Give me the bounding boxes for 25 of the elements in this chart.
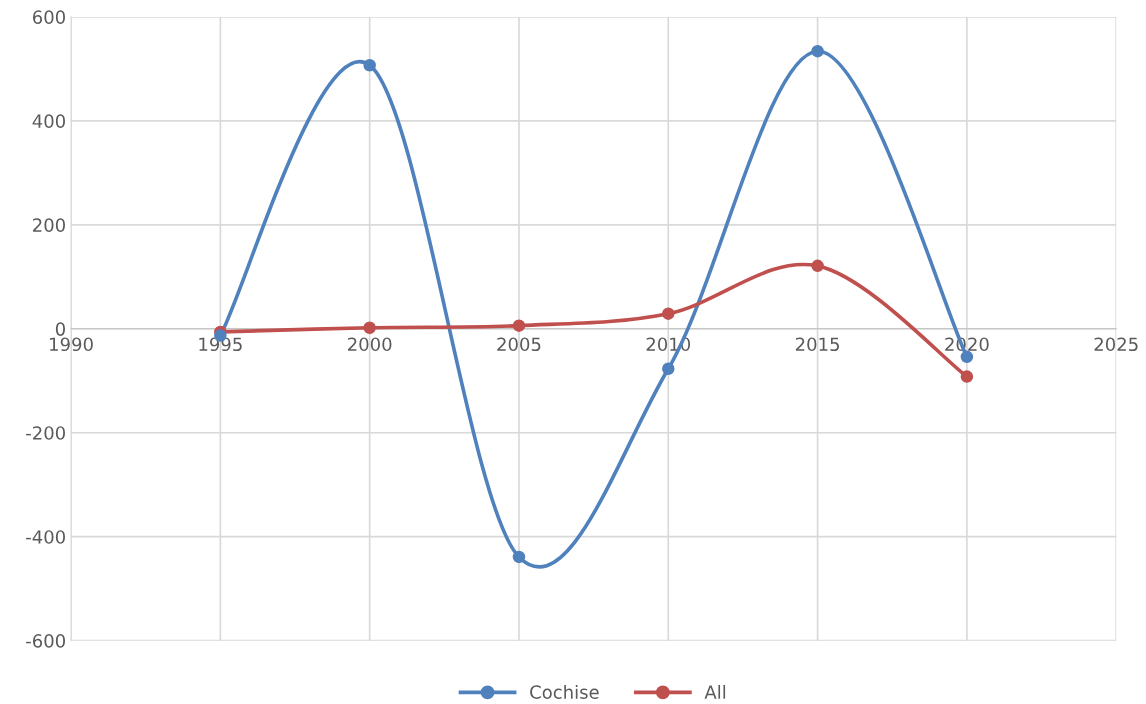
y-tick-label: -600 [26, 634, 65, 648]
legend-label: All [704, 684, 726, 699]
point [960, 370, 974, 383]
x-tick-label: 1990 [50, 337, 93, 352]
point [811, 259, 824, 273]
point [662, 362, 675, 376]
y-tick-label: -400 [26, 530, 65, 544]
y-tick-label: 200 [33, 218, 65, 232]
x-tick-label: 1995 [199, 337, 242, 352]
point [363, 58, 376, 72]
legend-label: Cochise [530, 684, 599, 699]
point [662, 307, 675, 320]
x-tick-label: 2025 [1094, 337, 1138, 352]
point [512, 319, 526, 332]
point [363, 321, 376, 334]
point [960, 350, 974, 364]
x-tick-label: 2015 [795, 337, 839, 352]
y-tick-label: 600 [32, 10, 65, 25]
x-tick-label: 2000 [348, 337, 392, 352]
point [811, 44, 824, 58]
point [512, 550, 526, 564]
y-tick-label: 400 [32, 114, 65, 128]
x-tick-label: 2005 [497, 337, 541, 352]
y-tick-label: -200 [26, 426, 65, 440]
y-tick-label: 0 [55, 322, 65, 336]
